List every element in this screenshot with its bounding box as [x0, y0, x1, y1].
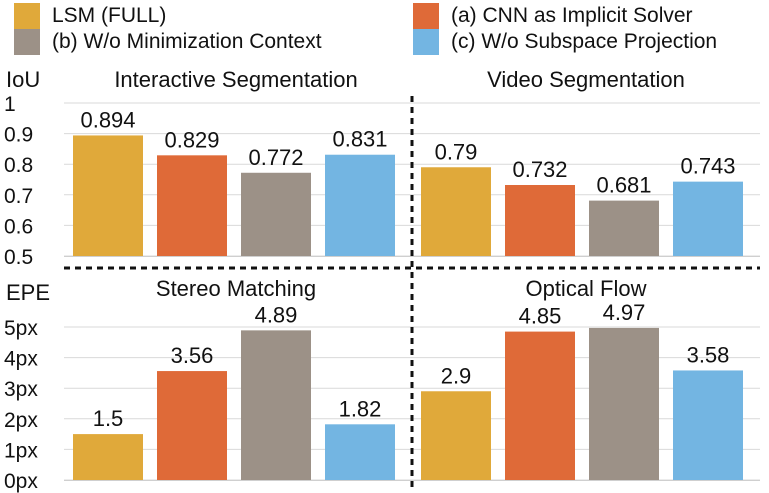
bar — [421, 391, 491, 480]
data-label: 0.732 — [512, 157, 567, 182]
legend-item-sub: (c) W/o Subspace Projection — [413, 29, 717, 55]
legend-swatch-full — [14, 3, 40, 29]
panel-title-stereo-matching: Stereo Matching — [156, 276, 316, 301]
legend-label-cnn: (a) CNN as Implicit Solver — [451, 4, 693, 27]
bar — [325, 154, 395, 256]
bar — [673, 370, 743, 480]
data-label: 0.831 — [332, 127, 387, 152]
data-label: 3.56 — [171, 343, 214, 368]
y-tick-label: 0.9 — [4, 124, 33, 147]
y-axis-label-epe: EPE — [6, 280, 50, 305]
y-tick-label: 0.5 — [4, 246, 33, 269]
data-label: 2.9 — [441, 363, 472, 388]
data-label: 0.79 — [435, 139, 478, 164]
y-tick-label: 0px — [4, 470, 38, 493]
legend: LSM (FULL) (a) CNN as Implicit Solver (b… — [0, 0, 769, 58]
bar — [73, 434, 143, 480]
y-tick-label: 0.8 — [4, 154, 33, 177]
bar — [241, 172, 311, 256]
y-tick-label: 1 — [4, 93, 16, 116]
legend-label-full: LSM (FULL) — [52, 4, 167, 27]
data-labels: 0.894 0.829 0.772 0.831 0.79 0.732 0.681 0.743 1… — [80, 107, 735, 431]
bar — [157, 155, 227, 256]
legend-item-cnn: (a) CNN as Implicit Solver — [413, 3, 693, 29]
legend-item-ctx: (b) W/o Minimization Context — [14, 29, 322, 55]
bar — [325, 424, 395, 480]
data-label: 0.894 — [80, 107, 135, 132]
legend-item-full: LSM (FULL) — [14, 3, 166, 29]
data-label: 0.772 — [248, 145, 303, 170]
data-label: 4.97 — [603, 300, 646, 325]
y-tick-label: 4px — [4, 348, 38, 371]
legend-label-ctx: (b) W/o Minimization Context — [52, 30, 322, 53]
bar — [73, 135, 143, 256]
y-tick-label: 3px — [4, 378, 38, 401]
y-tick-labels: 0.5 0.6 0.7 0.8 0.9 1 0px 1px 2px 3px 4px 5px — [4, 93, 38, 493]
bars — [73, 135, 743, 480]
data-label: 3.58 — [687, 342, 730, 367]
data-label: 0.681 — [596, 173, 651, 198]
y-tick-label: 2px — [4, 409, 38, 432]
data-label: 0.743 — [680, 154, 735, 179]
panel-title-interactive-segmentation: Interactive Segmentation — [114, 67, 357, 92]
y-tick-label: 1px — [4, 439, 38, 462]
data-label: 0.829 — [164, 127, 219, 152]
panel-title-video-segmentation: Video Segmentation — [487, 67, 685, 92]
bar — [673, 181, 743, 256]
y-tick-label: 0.7 — [4, 185, 33, 208]
bar — [241, 330, 311, 480]
bar — [505, 331, 575, 480]
bar — [421, 167, 491, 256]
bar — [589, 327, 659, 480]
data-label: 1.82 — [339, 396, 382, 421]
y-axis-label-iou: IoU — [6, 67, 40, 92]
data-label: 4.89 — [255, 302, 298, 327]
data-label: 4.85 — [519, 304, 562, 329]
legend-swatch-sub — [413, 29, 439, 55]
legend-label-sub: (c) W/o Subspace Projection — [451, 30, 718, 53]
bar — [505, 185, 575, 256]
legend-swatch-cnn — [413, 3, 439, 29]
panel-title-optical-flow: Optical Flow — [525, 276, 646, 301]
legend-swatch-ctx — [14, 29, 40, 55]
bar — [157, 371, 227, 480]
data-label: 1.5 — [93, 406, 124, 431]
y-tick-label: 0.6 — [4, 215, 33, 238]
y-tick-label: 5px — [4, 317, 38, 340]
bar — [589, 200, 659, 256]
